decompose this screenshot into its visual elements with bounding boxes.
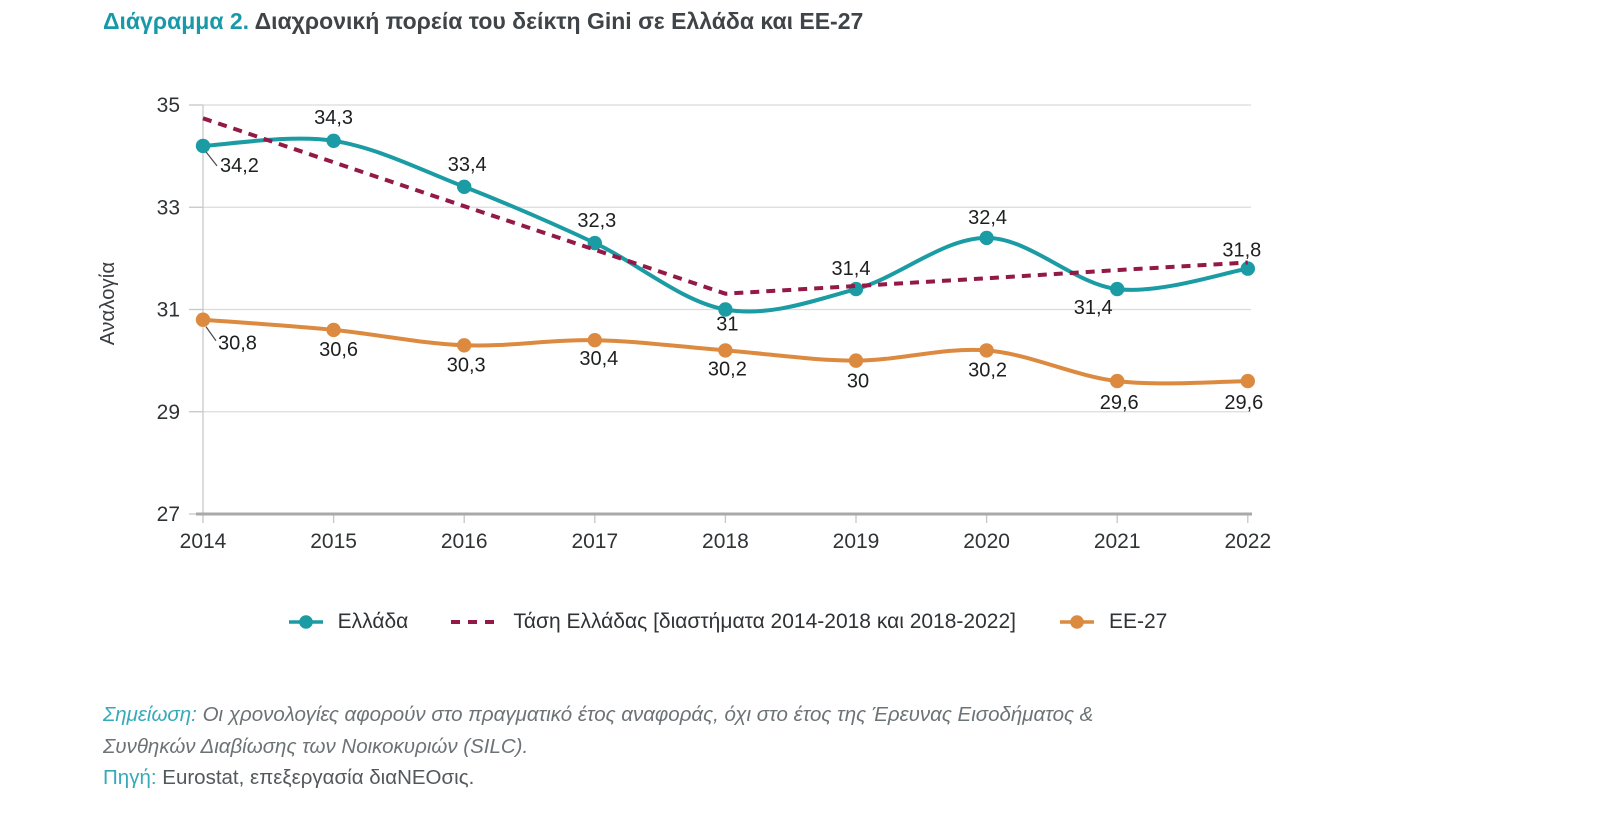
x-tick-label-2021: 2021 [1094, 530, 1141, 553]
y-tick-label-29: 29 [157, 401, 180, 424]
eu27-point-2015 [326, 322, 341, 338]
eu27-point-2017 [587, 332, 602, 348]
source-text: Eurostat, επεξεργασία διαΝΕΟσις. [162, 766, 475, 789]
greece-label-leader-2014 [205, 151, 218, 167]
greece-line [201, 136, 1250, 314]
legend-item-eu27: ΕΕ-27 [1058, 610, 1167, 634]
eu27-point-2019 [848, 353, 864, 368]
note-label: Σημείωση: [103, 703, 197, 726]
x-tick-label-2014: 2014 [180, 530, 227, 553]
greece-point-2021 [1110, 281, 1125, 297]
chart-title-text: Διαχρονική πορεία του δείκτη Gini σε Ελλ… [254, 8, 864, 34]
legend-item-trend: Τάση Ελλάδας [διαστήματα 2014-2018 και 2… [450, 610, 1016, 634]
greece-point-2014 [195, 138, 211, 154]
eu27-point-2016 [457, 338, 472, 353]
x-tick-label-2019: 2019 [833, 530, 880, 553]
greece-trend-line [202, 116, 1248, 296]
eu27-point-2022 [1240, 373, 1256, 389]
greece-point-label-2021: 31,4 [1074, 297, 1113, 319]
eu27-point-label-2019: 30 [847, 371, 869, 393]
x-tick-label-2015: 2015 [310, 530, 357, 553]
greece-point-2018 [718, 302, 733, 317]
greece-point-label-2020: 32,4 [968, 207, 1007, 229]
eu27-point-label-2014: 30,8 [218, 333, 257, 355]
greece-point-2022 [1240, 261, 1256, 276]
gini-line-chart: 27 29 31 33 35 2014 2015 2016 2017 2018 2019 2020 20… [96, 94, 1271, 553]
eu27-point-label-2017: 30,4 [579, 348, 618, 370]
eu27-point-2018 [718, 343, 733, 358]
y-tick-label-35: 35 [157, 94, 180, 117]
legend-marker-trend-icon [451, 620, 500, 624]
greece-point-label-2015: 34,3 [314, 107, 353, 129]
eu27-point-label-2022: 29,6 [1224, 392, 1263, 414]
eu27-point-label-2016: 30,3 [447, 354, 486, 376]
greece-point-label-2014: 34,2 [220, 155, 259, 177]
chart-title-number: Διάγραμμα 2. [103, 8, 250, 34]
x-tick-label-2018: 2018 [702, 530, 749, 553]
greece-point-2015 [326, 133, 341, 148]
eu27-point-2021 [1110, 373, 1125, 389]
chart-source: Πηγή: Eurostat, επεξεργασία διαΝΕΟσις. [103, 766, 474, 790]
legend-marker-eu27-icon [1059, 615, 1094, 629]
y-tick-label-31: 31 [157, 299, 180, 322]
chart-legend: Ελλάδα Τάση Ελλάδας [διαστήματα 2014-201… [203, 610, 1251, 634]
eu27-point-2014 [195, 312, 211, 327]
source-label: Πηγή: [103, 766, 157, 789]
legend-label-eu27: ΕΕ-27 [1108, 610, 1168, 633]
legend-item-greece: Ελλάδα [287, 610, 409, 634]
y-axis-title: Αναλογία [96, 262, 119, 346]
note-line2: Συνθηκών Διαβίωσης των Νοικοκυριών (SILC… [103, 734, 529, 758]
greece-point-label-2018: 31 [716, 314, 738, 336]
eu27-point-2020 [979, 343, 994, 358]
greece-point-label-2022: 31,8 [1222, 240, 1261, 262]
greece-point-label-2019: 31,4 [832, 258, 871, 280]
eu27-point-label-2018: 30,2 [708, 358, 747, 380]
chart-title: Διάγραμμα 2. Διαχρονική πορεία του δείκτ… [103, 8, 863, 35]
note-line1: Οι χρονολογίες αφορούν στο πραγματικό έτ… [202, 703, 1094, 726]
legend-label-trend: Τάση Ελλάδας [διαστήματα 2014-2018 και 2… [513, 610, 1016, 633]
x-tick-label-2022: 2022 [1224, 530, 1271, 553]
y-tick-label-27: 27 [157, 503, 180, 526]
x-tick-label-2017: 2017 [571, 530, 618, 553]
greece-point-label-2016: 33,4 [448, 154, 487, 176]
y-tick-label-33: 33 [157, 196, 180, 219]
eu27-point-label-2020: 30,2 [968, 359, 1007, 381]
eu27-label-leader-2014 [205, 326, 217, 342]
chart-note: Σημείωση: Οι χρονολογίες αφορούν στο πρα… [103, 699, 1253, 762]
legend-marker-greece-icon [288, 615, 323, 629]
x-tick-label-2020: 2020 [963, 530, 1010, 553]
eu27-point-label-2021: 29,6 [1100, 392, 1139, 414]
greece-point-2019 [848, 281, 864, 297]
x-tick-label-2016: 2016 [441, 530, 488, 553]
greece-point-2016 [457, 179, 472, 194]
greece-point-2020 [979, 230, 994, 246]
greece-point-label-2017: 32,3 [577, 210, 616, 232]
legend-label-greece: Ελλάδα [337, 610, 409, 633]
eu27-point-label-2015: 30,6 [319, 339, 358, 361]
